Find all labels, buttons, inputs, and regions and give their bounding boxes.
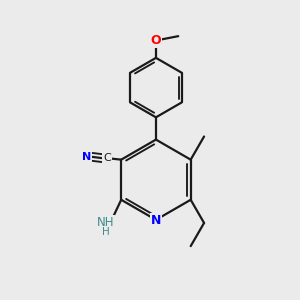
Text: H: H [102, 227, 110, 237]
Text: N: N [82, 152, 91, 161]
Text: O: O [151, 34, 161, 46]
Text: N: N [151, 214, 161, 227]
Text: NH: NH [97, 216, 114, 229]
Text: C: C [103, 153, 111, 163]
